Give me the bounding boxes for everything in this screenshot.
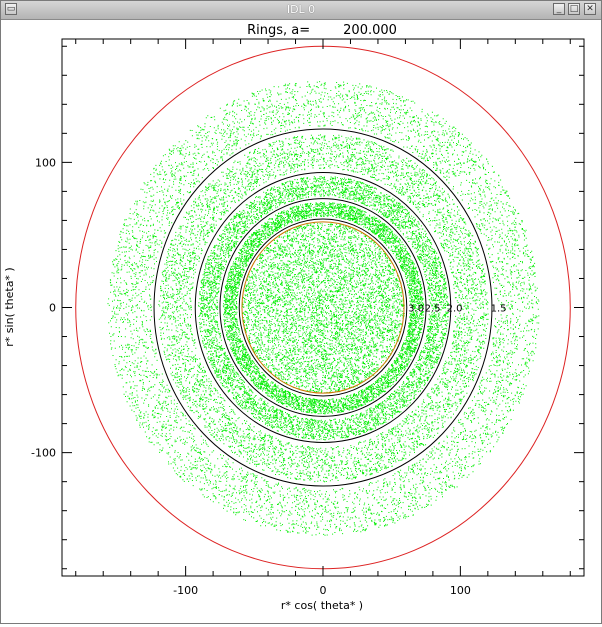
y-axis-label: r* sin( theta* ) xyxy=(3,267,16,346)
boundary-circle-4 xyxy=(194,172,452,443)
plot-area: Rings, a= 200.000 -100 0 100 -100 0 100 3.0 2.… xyxy=(1,20,601,623)
maximize-icon[interactable]: □ xyxy=(568,3,580,15)
x-tick-label-3: 100 xyxy=(450,584,471,597)
annotation-2: 2.5 xyxy=(425,304,441,315)
chart-title: Rings, a= 200.000 xyxy=(247,23,397,38)
window-title: IDL 0 xyxy=(286,3,316,16)
y-tick-label-3: 100 xyxy=(35,156,56,169)
close-icon[interactable]: ✕ xyxy=(584,3,596,15)
x-tick-label-1: -100 xyxy=(173,584,198,597)
ring-annotations: 3.0 2.5 2.0 1.5 xyxy=(408,304,506,315)
title-bar[interactable]: ▭ IDL 0 _ □ ✕ xyxy=(1,1,601,20)
annotation-4: 1.5 xyxy=(491,304,507,315)
boundary-circle-1 xyxy=(241,221,405,394)
annotation-3: 2.0 xyxy=(447,304,463,315)
boundary-circle-5 xyxy=(153,128,493,487)
x-tick-label-2: 0 xyxy=(320,584,327,597)
y-tick-label-1: -100 xyxy=(31,447,56,460)
boundary-circle-3 xyxy=(219,198,427,417)
window-menu-icon[interactable]: ▭ xyxy=(5,3,17,15)
boundary-circle-2 xyxy=(238,218,408,397)
minimize-icon[interactable]: _ xyxy=(553,3,565,15)
ring-band-1 xyxy=(242,223,405,394)
axis-ticks: -100 0 100 -100 0 100 xyxy=(31,39,584,597)
y-tick-label-2: 0 xyxy=(49,302,56,315)
annotation-1: 3.0 xyxy=(408,304,424,315)
ring-points xyxy=(107,81,540,536)
ring-band-5 xyxy=(107,81,540,536)
x-axis-label: r* cos( theta* ) xyxy=(281,599,363,612)
